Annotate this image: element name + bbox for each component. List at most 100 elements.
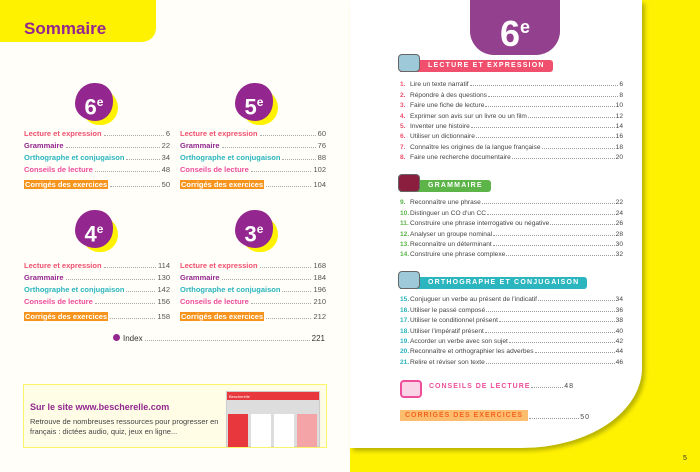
index-entry[interactable]: Index 221 <box>113 334 325 343</box>
lesson-entry[interactable]: 15. Conjuguer un verbe au présent de l'in… <box>400 293 623 303</box>
dot-leader <box>144 340 310 341</box>
dot-leader <box>94 303 156 304</box>
lesson-entry[interactable]: 9. Reconnaître une phrase 22 <box>400 196 623 206</box>
index-page: 221 <box>311 334 325 343</box>
toc-entry[interactable]: Grammaire 184 <box>180 270 326 282</box>
corriges-entry[interactable]: CORRIGÉS DES EXERCICES 50 <box>400 410 590 421</box>
lesson-entry[interactable]: 21. Relire et réviser son texte 46 <box>400 355 623 366</box>
lesson-page: 38 <box>615 317 623 325</box>
lesson-label: Reconnaître un déterminant <box>410 240 492 248</box>
book-icon <box>398 54 420 72</box>
lesson-label: Utiliser un dictionnaire <box>410 133 475 141</box>
toc-entry[interactable]: Grammaire 22 <box>24 138 170 150</box>
toc-entry[interactable]: Orthographe et conjugaison 142 <box>24 282 170 294</box>
lesson-label: Utiliser le passé composé <box>410 306 486 314</box>
lesson-label: Inventer une histoire <box>410 122 470 130</box>
screenshot-brand: Bescherelle <box>227 392 319 400</box>
toc-entry[interactable]: Orthographe et conjugaison 88 <box>180 150 326 162</box>
section-header[interactable]: ORTHOGRAPHE ET CONJUGAISON <box>400 277 588 289</box>
dot-leader <box>493 234 615 236</box>
left-page: Sommaire 6e Lecture et expression 6 Grammai… <box>0 0 327 448</box>
lesson-entry[interactable]: 8. Faire une recherche documentaire 20 <box>400 151 623 161</box>
toc-label: Lecture et expression <box>180 261 258 270</box>
grade-sup: e <box>256 222 264 236</box>
toc-page: 60 <box>317 129 326 138</box>
grade-number: 6e <box>75 83 113 121</box>
toc-entry[interactable]: Orthographe et conjugaison 34 <box>24 150 170 162</box>
dot-leader <box>126 159 160 160</box>
toc-label: Corrigés des exercices <box>180 312 265 321</box>
lesson-entry[interactable]: 20. Reconnaître et orthographier les adve… <box>400 345 623 355</box>
toc-entry[interactable]: Lecture et expression 6 <box>24 126 170 138</box>
lesson-entry[interactable]: 16. Utiliser le passé composé 36 <box>400 303 623 314</box>
dot-leader <box>485 362 615 364</box>
section-list: 15. Conjuguer un verbe au présent de l'in… <box>400 293 623 366</box>
lesson-entry[interactable]: 1. Lire un texte narratif 6 <box>400 78 623 88</box>
lesson-entry[interactable]: 4. Exprimer son avis sur un livre ou un f… <box>400 109 623 120</box>
lesson-entry[interactable]: 12. Analyser un groupe nominal 28 <box>400 227 623 238</box>
toc-entry[interactable]: Corrigés des exercices 212 <box>180 309 326 321</box>
lesson-entry[interactable]: 17. Utiliser le conditionnel présent 38 <box>400 314 623 324</box>
lesson-page: 8 <box>619 91 623 99</box>
toc-label: Conseils de lecture <box>180 297 249 306</box>
section-header[interactable]: GRAMMAIRE <box>400 180 491 192</box>
lesson-page: 12 <box>615 112 623 120</box>
toc-entry[interactable]: Conseils de lecture 48 <box>24 162 170 174</box>
toc-entry[interactable]: Grammaire 76 <box>180 138 326 150</box>
toc-entry[interactable]: Grammaire 130 <box>24 270 170 282</box>
lesson-label: Utiliser le conditionnel présent <box>410 317 498 325</box>
toc-entry[interactable]: Orthographe et conjugaison 196 <box>180 282 326 294</box>
toc-label: Grammaire <box>24 141 64 150</box>
lesson-entry[interactable]: 19. Accorder un verbe avec son sujet 42 <box>400 335 623 345</box>
grade-badge: 6e <box>75 83 118 125</box>
lesson-entry[interactable]: 6. Utiliser un dictionnaire 16 <box>400 130 623 140</box>
lesson-number: 12. <box>400 230 410 238</box>
toc-entry[interactable]: Corrigés des exercices 104 <box>180 177 326 189</box>
lesson-entry[interactable]: 2. Répondre à des questions 8 <box>400 88 623 99</box>
lesson-label: Utiliser l'impératif présent <box>410 327 484 335</box>
toc-entry[interactable]: Conseils de lecture 102 <box>180 162 326 174</box>
lesson-entry[interactable]: 5. Inventer une histoire 14 <box>400 120 623 130</box>
conseils-entry[interactable]: CONSEILS DE LECTURE 48 <box>429 383 574 390</box>
lesson-number: 1. <box>400 81 406 89</box>
lesson-entry[interactable]: 3. Faire une fiche de lecture 10 <box>400 99 623 109</box>
lesson-number: 8. <box>400 154 406 162</box>
grade-number: 5e <box>235 83 273 121</box>
section-header[interactable]: LECTURE ET EXPRESSION <box>400 60 553 72</box>
toc-label: Lecture et expression <box>180 129 258 138</box>
lesson-page: 30 <box>615 240 623 248</box>
lesson-label: Exprimer son avis sur un livre ou un fil… <box>410 112 527 120</box>
lesson-entry[interactable]: 11. Construire une phrase interrogative o… <box>400 217 623 227</box>
toc-entry[interactable]: Lecture et expression 60 <box>180 126 326 138</box>
toc-page: 48 <box>161 165 170 174</box>
lesson-entry[interactable]: 13. Reconnaître un déterminant 30 <box>400 238 623 248</box>
lesson-entry[interactable]: 10. Distinguer un CO d'un CC 24 <box>400 206 623 217</box>
toc-entry[interactable]: Corrigés des exercices 50 <box>24 177 170 189</box>
gears-icon <box>398 174 420 192</box>
lesson-entry[interactable]: 18. Utiliser l'impératif présent 40 <box>400 324 623 335</box>
dot-leader <box>266 318 312 319</box>
grade-toc: Lecture et expression 168 Grammaire 184 Orth… <box>180 258 326 321</box>
lesson-entry[interactable]: 14. Construire une phrase complexe 32 <box>400 248 623 258</box>
lesson-number: 9. <box>400 199 406 207</box>
dot-leader <box>527 116 615 118</box>
grade-label: 4 <box>84 221 97 247</box>
lesson-page: 32 <box>615 251 623 259</box>
dot-leader <box>486 310 615 312</box>
lesson-number: 10. <box>400 209 410 217</box>
lesson-number: 18. <box>400 327 410 335</box>
toc-entry[interactable]: Lecture et expression 168 <box>180 258 326 270</box>
website-heading[interactable]: Sur le site www.bescherelle.com <box>30 402 170 412</box>
grade-number: 3e <box>235 210 273 248</box>
lesson-page: 44 <box>615 348 623 356</box>
toc-entry[interactable]: Conseils de lecture 156 <box>24 294 170 306</box>
page-title: Sommaire <box>24 19 107 38</box>
toc-page: 34 <box>161 153 170 162</box>
toc-entry[interactable]: Lecture et expression 114 <box>24 258 170 270</box>
toc-entry[interactable]: Corrigés des exercices 158 <box>24 309 170 321</box>
toc-entry[interactable]: Conseils de lecture 210 <box>180 294 326 306</box>
lesson-entry[interactable]: 7. Connaître les origines de la langue fr… <box>400 140 623 151</box>
lesson-number: 6. <box>400 133 406 141</box>
toc-label: Conseils de lecture <box>24 165 93 174</box>
index-label: Index <box>123 334 143 343</box>
